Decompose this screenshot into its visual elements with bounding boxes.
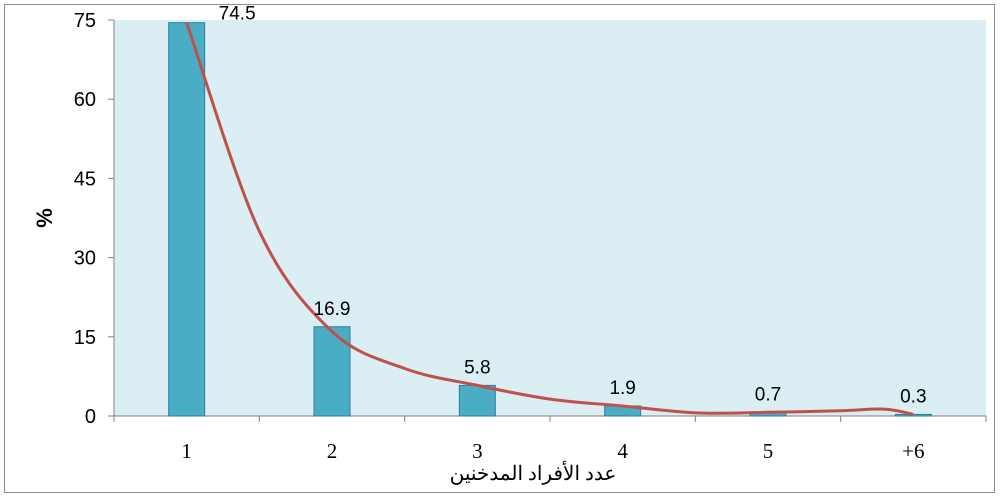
data-labels: 74.5 16.9 5.8 1.9 0.7 0.3 (219, 4, 927, 408)
y-tick-label: 15 (74, 327, 96, 349)
y-tick-label: 60 (74, 89, 96, 111)
y-tick-label: 0 (85, 406, 96, 428)
y-axis: 0 15 30 45 60 75 (74, 10, 115, 428)
x-axis: 1 2 3 4 5 +6 (113, 415, 987, 463)
data-label: 74.5 (219, 4, 256, 25)
data-label: 5.8 (464, 357, 490, 378)
x-tick-label: 5 (763, 439, 774, 463)
x-tick-label: +6 (902, 439, 924, 463)
data-label: 0.3 (900, 386, 926, 407)
y-axis-title: % (32, 208, 57, 228)
x-axis-title: عدد الأفراد المدخنين (450, 460, 617, 485)
data-label: 1.9 (609, 378, 635, 399)
y-tick-label: 45 (74, 168, 96, 190)
bars (168, 22, 932, 417)
x-tick-label: 3 (472, 439, 483, 463)
y-tick-label: 30 (74, 248, 96, 270)
bar (168, 22, 206, 417)
data-label: 0.7 (755, 384, 781, 405)
bar (458, 384, 496, 417)
trend-curve (185, 22, 914, 416)
plot-area (114, 20, 986, 416)
x-tick-label: 4 (617, 439, 628, 463)
y-tick-label: 75 (74, 10, 96, 32)
x-tick-label: 1 (181, 439, 192, 463)
bar (894, 413, 932, 417)
data-label: 16.9 (314, 299, 351, 320)
x-tick-label: 2 (327, 439, 338, 463)
